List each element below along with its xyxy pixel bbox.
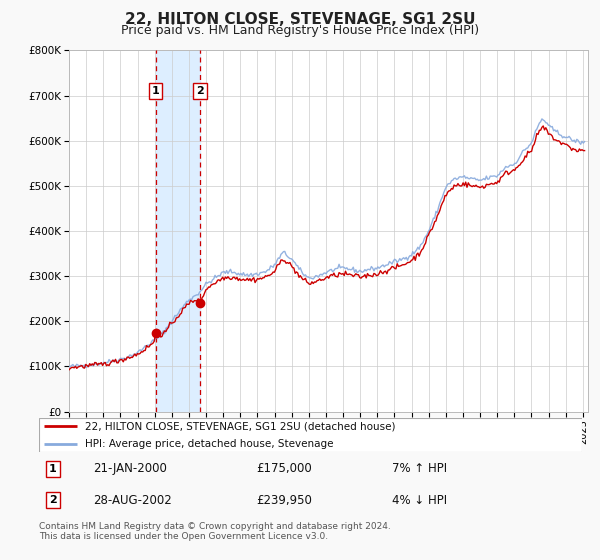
Text: 4% ↓ HPI: 4% ↓ HPI [392, 493, 447, 507]
Bar [155, 50, 200, 412]
Text: £175,000: £175,000 [256, 462, 312, 475]
Text: 22, HILTON CLOSE, STEVENAGE, SG1 2SU (detached house): 22, HILTON CLOSE, STEVENAGE, SG1 2SU (de… [85, 422, 395, 431]
Text: Price paid vs. HM Land Registry's House Price Index (HPI): Price paid vs. HM Land Registry's House … [121, 24, 479, 37]
Text: HPI: Average price, detached house, Stevenage: HPI: Average price, detached house, Stev… [85, 439, 334, 449]
Text: 7% ↑ HPI: 7% ↑ HPI [392, 462, 447, 475]
Text: 21-JAN-2000: 21-JAN-2000 [94, 462, 167, 475]
Text: 22, HILTON CLOSE, STEVENAGE, SG1 2SU: 22, HILTON CLOSE, STEVENAGE, SG1 2SU [125, 12, 475, 27]
Text: 1: 1 [49, 464, 56, 474]
Text: £239,950: £239,950 [256, 493, 312, 507]
Text: This data is licensed under the Open Government Licence v3.0.: This data is licensed under the Open Gov… [39, 532, 328, 541]
Text: 2: 2 [196, 86, 204, 96]
FancyBboxPatch shape [39, 418, 582, 452]
Text: Contains HM Land Registry data © Crown copyright and database right 2024.: Contains HM Land Registry data © Crown c… [39, 522, 391, 531]
Text: 2: 2 [49, 495, 56, 505]
Text: 1: 1 [152, 86, 160, 96]
Text: 28-AUG-2002: 28-AUG-2002 [94, 493, 172, 507]
